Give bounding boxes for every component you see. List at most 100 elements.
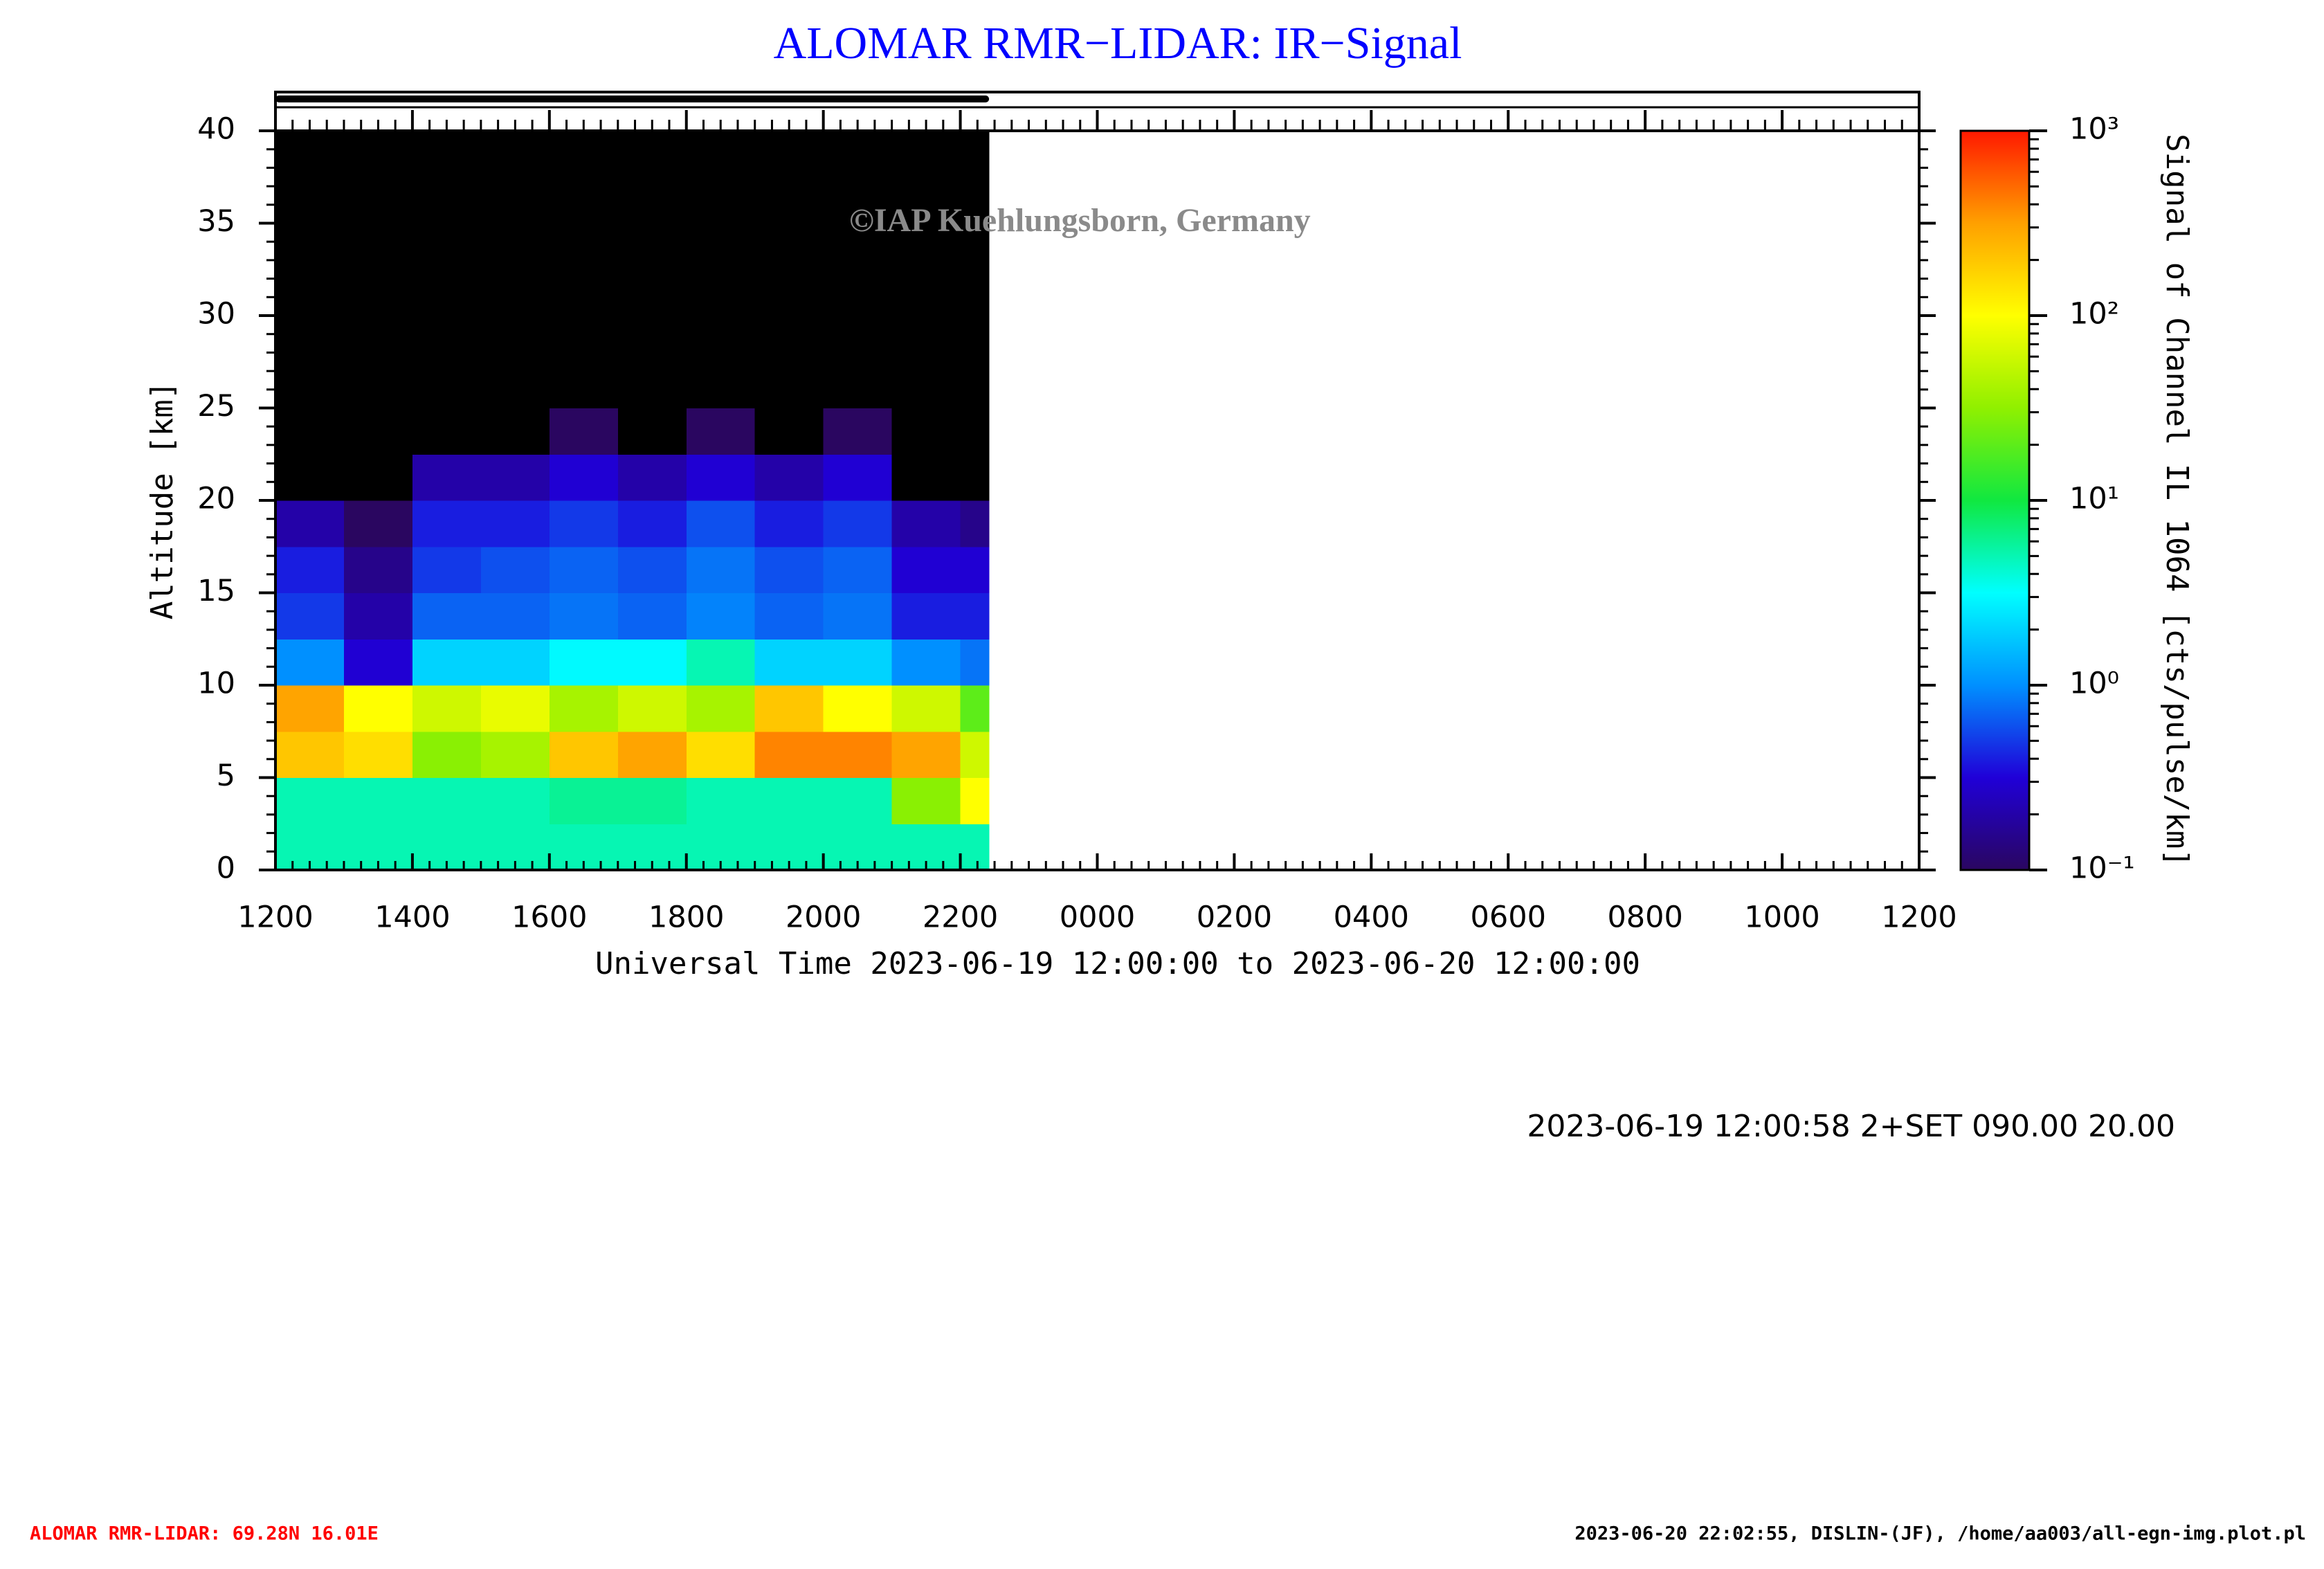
heatmap-cell bbox=[891, 176, 961, 224]
heatmap-cell bbox=[412, 777, 482, 824]
heatmap-cell bbox=[617, 546, 687, 593]
y-tick-label: 40 bbox=[197, 112, 235, 147]
x-tick-label: 0800 bbox=[1607, 900, 1682, 935]
heatmap-cell bbox=[823, 454, 893, 501]
heatmap-cell bbox=[275, 500, 345, 547]
heatmap-cell bbox=[275, 731, 345, 778]
heatmap-cell bbox=[412, 685, 482, 732]
heatmap-cell bbox=[891, 500, 961, 547]
heatmap-cell bbox=[412, 223, 482, 270]
heatmap-cell bbox=[617, 269, 687, 316]
heatmap-cell bbox=[960, 592, 990, 640]
chart-title: ALOMAR RMR−LIDAR: IR−Signal bbox=[774, 18, 1462, 69]
heatmap-cell bbox=[960, 685, 990, 732]
heatmap-cell bbox=[686, 131, 756, 178]
heatmap-cell bbox=[754, 316, 824, 363]
heatmap-cell bbox=[412, 592, 482, 640]
heatmap-cell bbox=[960, 269, 990, 316]
heatmap-cell bbox=[549, 685, 619, 732]
heatmap-cell bbox=[617, 408, 687, 455]
heatmap-cell bbox=[275, 316, 345, 363]
heatmap-cell bbox=[823, 500, 893, 547]
heatmap-cell bbox=[891, 731, 961, 778]
x-axis-label: Universal Time 2023-06-19 12:00:00 to 20… bbox=[595, 946, 1640, 981]
heatmap-cell bbox=[412, 500, 482, 547]
station-info: ALOMAR RMR-LIDAR: 69.28N 16.01E bbox=[30, 1523, 379, 1545]
y-axis-label: Altitude [km] bbox=[145, 381, 180, 619]
heatmap-cell bbox=[412, 316, 482, 363]
heatmap-cell bbox=[343, 269, 413, 316]
heatmap-cell bbox=[480, 592, 550, 640]
data-coverage-bar bbox=[275, 96, 990, 102]
heatmap-cell bbox=[754, 408, 824, 455]
heatmap-cell bbox=[686, 269, 756, 316]
heatmap-cell bbox=[754, 131, 824, 178]
heatmap-cell bbox=[549, 546, 619, 593]
heatmap-cell bbox=[275, 408, 345, 455]
heatmap-cell bbox=[891, 777, 961, 824]
y-tick-label: 5 bbox=[217, 759, 235, 793]
heatmap-cell bbox=[686, 546, 756, 593]
heatmap-cell bbox=[343, 731, 413, 778]
heatmap-cell bbox=[754, 361, 824, 408]
heatmap-cell bbox=[823, 639, 893, 686]
heatmap-cell bbox=[754, 546, 824, 593]
heatmap bbox=[275, 131, 990, 871]
heatmap-cell bbox=[549, 777, 619, 824]
heatmap-cell bbox=[275, 777, 345, 824]
heatmap-cell bbox=[686, 223, 756, 270]
heatmap-cell bbox=[960, 500, 990, 547]
heatmap-cell bbox=[617, 361, 687, 408]
run-info: 2023-06-19 12:00:58 2+SET 090.00 20.00 bbox=[1527, 1109, 2175, 1144]
heatmap-cell bbox=[480, 223, 550, 270]
heatmap-cell bbox=[823, 269, 893, 316]
heatmap-cell bbox=[686, 639, 756, 686]
colorbar-label: Signal of Channel IL 1064 [cts/pulse/km] bbox=[2159, 134, 2195, 867]
heatmap-cell bbox=[412, 269, 482, 316]
colorbar-tick-label: 10¹ bbox=[2069, 482, 2119, 516]
heatmap-cell bbox=[754, 176, 824, 224]
heatmap-cell bbox=[343, 685, 413, 732]
heatmap-cell bbox=[275, 454, 345, 501]
x-tick-label: 1600 bbox=[511, 900, 587, 935]
heatmap-cell bbox=[480, 454, 550, 501]
heatmap-cell bbox=[754, 731, 824, 778]
heatmap-cell bbox=[686, 176, 756, 224]
heatmap-cell bbox=[549, 131, 619, 178]
colorbar-tick-label: 10³ bbox=[2069, 112, 2119, 147]
heatmap-cell bbox=[343, 316, 413, 363]
heatmap-cell bbox=[686, 361, 756, 408]
heatmap-cell bbox=[549, 592, 619, 640]
heatmap-cell bbox=[480, 176, 550, 224]
heatmap-cell bbox=[686, 500, 756, 547]
heatmap-cell bbox=[617, 500, 687, 547]
heatmap-cell bbox=[275, 546, 345, 593]
heatmap-cell bbox=[960, 777, 990, 824]
heatmap-cell bbox=[823, 777, 893, 824]
heatmap-cell bbox=[686, 592, 756, 640]
heatmap-cell bbox=[686, 408, 756, 455]
heatmap-cell bbox=[549, 408, 619, 455]
y-tick-label: 35 bbox=[197, 204, 235, 239]
heatmap-cell bbox=[549, 223, 619, 270]
heatmap-cell bbox=[412, 454, 482, 501]
heatmap-cell bbox=[275, 176, 345, 224]
heatmap-cell bbox=[617, 731, 687, 778]
heatmap-cell bbox=[960, 454, 990, 501]
heatmap-cell bbox=[754, 777, 824, 824]
heatmap-cell bbox=[823, 223, 893, 270]
heatmap-cell bbox=[686, 685, 756, 732]
heatmap-cell bbox=[960, 824, 990, 871]
heatmap-cell bbox=[617, 454, 687, 501]
x-tick-label: 1200 bbox=[1881, 900, 1957, 935]
heatmap-cell bbox=[823, 176, 893, 224]
heatmap-cell bbox=[960, 316, 990, 363]
heatmap-cell bbox=[549, 361, 619, 408]
heatmap-cell bbox=[275, 269, 345, 316]
heatmap-cell bbox=[823, 361, 893, 408]
heatmap-cell bbox=[343, 454, 413, 501]
heatmap-cell bbox=[891, 361, 961, 408]
heatmap-cell bbox=[412, 176, 482, 224]
heatmap-cell bbox=[686, 777, 756, 824]
